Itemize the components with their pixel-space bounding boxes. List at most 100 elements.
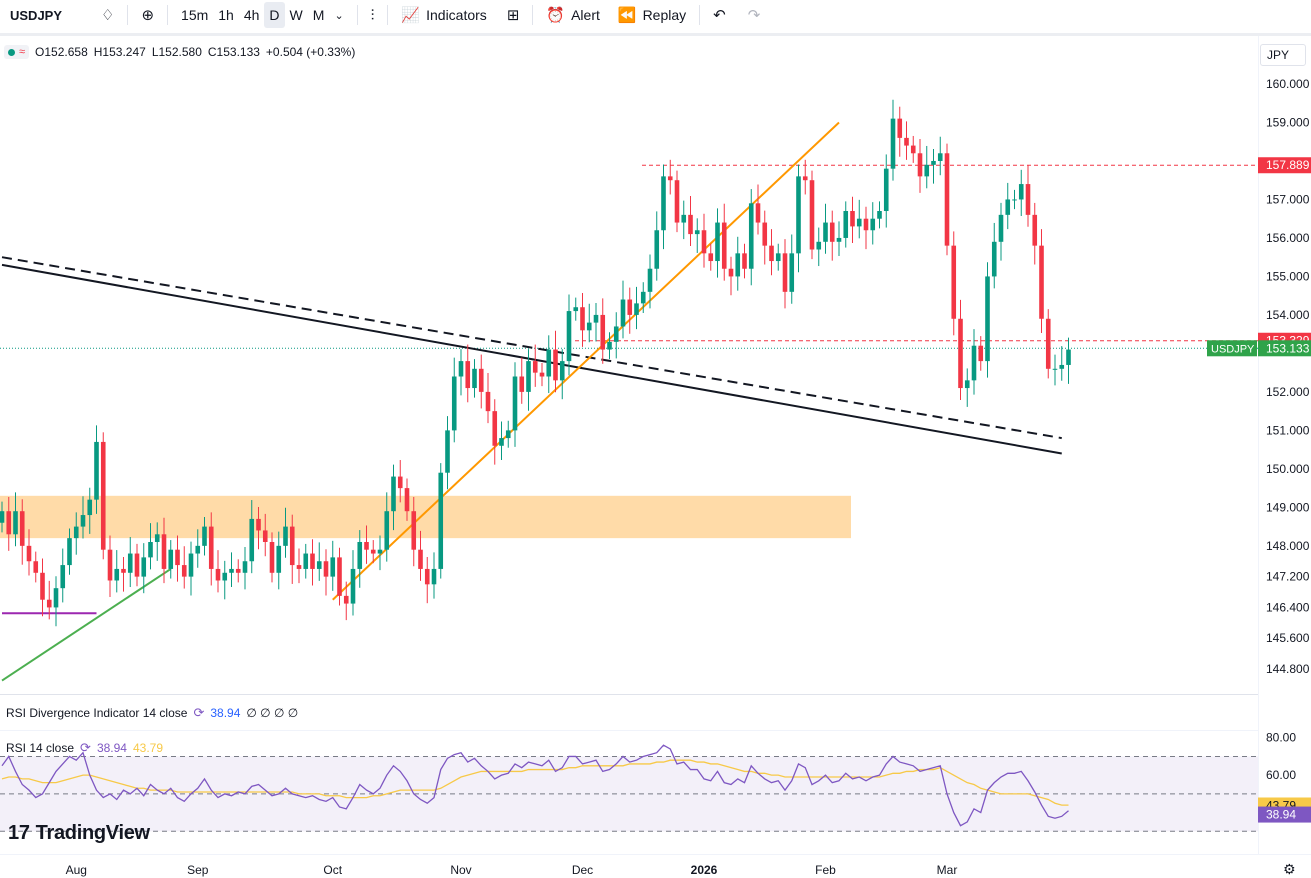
candle xyxy=(141,543,147,594)
time-tick-label: Sep xyxy=(187,863,209,877)
candle xyxy=(188,541,194,596)
rsi-band xyxy=(0,756,1258,832)
candle-body xyxy=(512,376,518,431)
rsi-divergence-legend[interactable]: RSI Divergence Indicator 14 close ⟳ 38.9… xyxy=(6,705,298,721)
candle xyxy=(816,227,822,267)
candle xyxy=(121,557,126,592)
candle xyxy=(222,560,228,600)
timeframe-1h[interactable]: 1h xyxy=(218,7,234,23)
candle-body xyxy=(1039,245,1044,319)
gear-icon[interactable]: ⚙ xyxy=(1283,861,1296,877)
candle-body xyxy=(526,361,531,392)
candle-body xyxy=(13,511,18,535)
candle-body xyxy=(100,441,106,550)
candle xyxy=(127,536,133,588)
candle-body xyxy=(978,345,984,362)
time-tick-label: Feb xyxy=(815,863,836,877)
undo-icon[interactable]: ↶ xyxy=(713,7,726,24)
candle-body xyxy=(890,118,896,169)
candle-body xyxy=(134,553,140,577)
rsi-label: 38.94 xyxy=(1266,808,1296,822)
candle-body xyxy=(33,561,39,573)
candle xyxy=(728,256,734,296)
rsi-divergence-value: 38.94 xyxy=(210,706,241,720)
candle xyxy=(985,262,990,378)
candle xyxy=(904,121,909,160)
candle xyxy=(94,425,99,514)
candle xyxy=(1052,354,1058,386)
ohlc-low: L152.580 xyxy=(151,45,202,59)
tradingview-logo[interactable]: 17 TradingView xyxy=(8,822,150,845)
candle xyxy=(40,558,45,617)
candle xyxy=(289,514,295,584)
rsi-label-bg xyxy=(1258,806,1311,823)
candle-body xyxy=(6,511,12,535)
indicators-button[interactable]: 📈 Indicators xyxy=(396,2,491,28)
layouts-icon[interactable]: ⊞ xyxy=(506,7,520,24)
rsi-line xyxy=(1,744,1069,827)
candle xyxy=(87,487,93,534)
candle-body xyxy=(80,515,86,527)
timeframe-m[interactable]: M xyxy=(312,7,325,23)
candle xyxy=(451,357,457,443)
series-toggle[interactable]: ≈ xyxy=(4,45,30,59)
currency-selector[interactable]: JPY xyxy=(1260,44,1306,66)
candle-body xyxy=(67,538,72,566)
candle-body xyxy=(465,361,471,389)
candle xyxy=(330,540,336,591)
candle-body xyxy=(195,545,201,554)
candle xyxy=(431,552,437,599)
candle xyxy=(100,432,106,560)
candle-body xyxy=(370,549,376,554)
candle-body xyxy=(445,430,450,473)
rsi-legend[interactable]: RSI 14 close ⟳ 38.94 43.79 xyxy=(6,740,163,756)
candle xyxy=(600,298,606,364)
add-symbol-icon[interactable]: ⊕ xyxy=(141,7,155,24)
timeframe-w[interactable]: W xyxy=(289,7,303,23)
candle xyxy=(208,512,214,586)
redo-icon[interactable]: ↷ xyxy=(747,7,761,24)
candle-body xyxy=(330,557,336,577)
replay-icon: ⏪ xyxy=(617,7,637,24)
candle xyxy=(1005,182,1011,230)
candle xyxy=(688,195,693,247)
diamond-icon[interactable]: ♢ xyxy=(101,7,115,24)
timeframe-15m[interactable]: 15m xyxy=(181,7,209,23)
candle-body xyxy=(573,307,579,312)
candle-body xyxy=(816,241,822,250)
candle-body xyxy=(796,176,801,254)
timeframe-d[interactable]: D xyxy=(264,2,285,28)
candle-body xyxy=(532,361,538,373)
candle xyxy=(242,546,248,590)
candle xyxy=(978,336,984,371)
alert-button[interactable]: ⏰ Alert xyxy=(541,2,604,28)
candle-body xyxy=(769,245,774,262)
rsi-ma-line xyxy=(1,759,1069,806)
candle xyxy=(465,344,471,403)
candle-body xyxy=(1005,199,1011,215)
candle-body xyxy=(323,561,329,577)
candle xyxy=(391,464,396,531)
candle-body xyxy=(809,180,815,250)
rsi-name: RSI 14 close xyxy=(6,741,75,755)
chevron-down-icon[interactable]: ⌄ xyxy=(334,9,344,22)
candle xyxy=(202,516,207,556)
candle-body xyxy=(478,368,484,392)
price-tick-label: 156.000 xyxy=(1266,231,1310,245)
candle xyxy=(971,329,977,395)
price-tick-label: 152.000 xyxy=(1266,385,1310,399)
timeframe-4h[interactable]: 4h xyxy=(243,7,260,23)
candle xyxy=(769,229,774,276)
candle xyxy=(708,243,714,271)
candle-body xyxy=(823,222,828,242)
replay-button[interactable]: ⏪ Replay xyxy=(613,2,691,28)
candle-body xyxy=(87,499,93,516)
candle-body xyxy=(310,553,315,569)
symbol-search[interactable]: USDJPY xyxy=(4,2,96,28)
candle xyxy=(829,210,835,261)
price-tick-label: 151.000 xyxy=(1266,423,1310,437)
candles-icon[interactable]: ⫶ xyxy=(370,6,375,24)
time-tick-label: Dec xyxy=(572,863,593,877)
candle-body xyxy=(782,253,788,292)
